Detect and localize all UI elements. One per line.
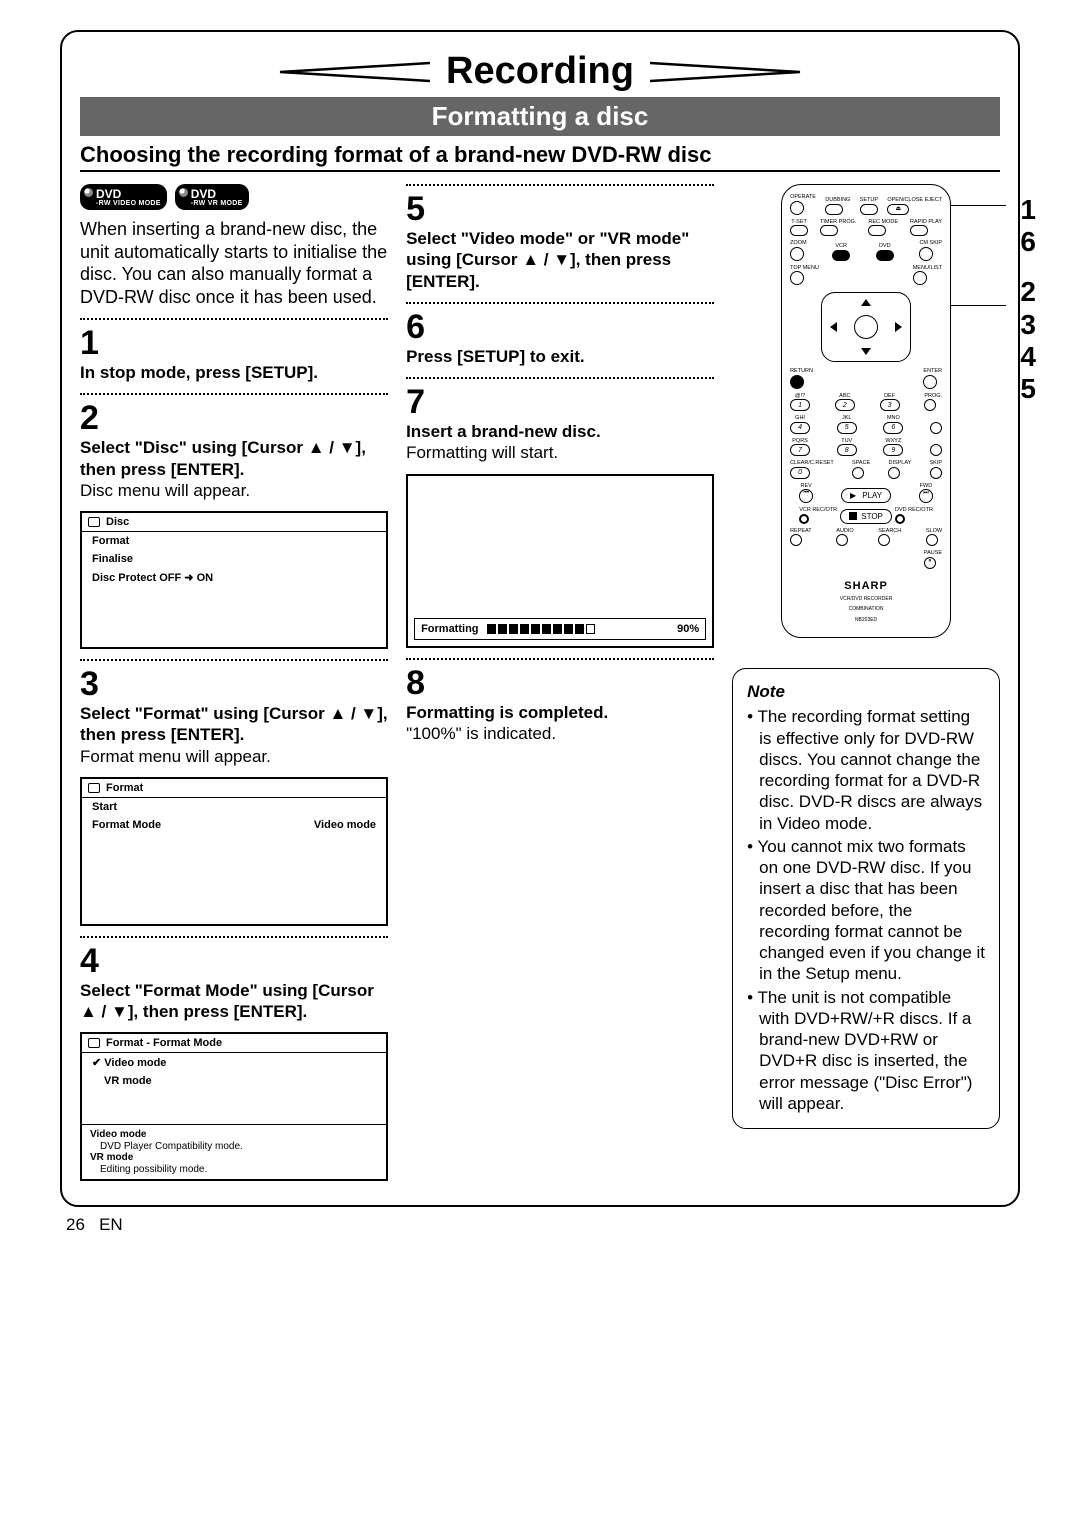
- section-banner: Formatting a disc: [80, 97, 1000, 136]
- remote-callouts: 1 6 2 3 4 5: [1020, 194, 1036, 405]
- content-columns: DVD -RW VIDEO MODE DVD -RW VR MODE When …: [80, 184, 1000, 1181]
- chevron-right-icon: [648, 59, 808, 85]
- note-item: The recording format setting is effectiv…: [747, 706, 985, 834]
- osd-item: Format: [82, 532, 386, 550]
- step-4-num: 4: [80, 944, 388, 978]
- play-button-icon: ▶ PLAY: [841, 488, 891, 503]
- format-menu-osd: Format Start Format ModeVideo mode: [80, 777, 388, 926]
- osd-item: Finalise: [82, 550, 386, 568]
- remote-diagram: 1 6 2 3 4 5 OPERATE DUBBING SETUP OPEN/C…: [732, 184, 1000, 638]
- step-2: Select "Disc" using [Cursor ▲ / ▼], then…: [80, 437, 388, 480]
- progress-label: Formatting: [421, 623, 478, 635]
- disc-menu-osd: Disc Format Finalise Disc Protect OFF ➜ …: [80, 511, 388, 649]
- remote-control-icon: OPERATE DUBBING SETUP OPEN/CLOSE EJECT⏏ …: [781, 184, 951, 638]
- step-7-text: Formatting will start.: [406, 442, 714, 463]
- step-8: Formatting is completed.: [406, 702, 714, 723]
- column-right: 1 6 2 3 4 5 OPERATE DUBBING SETUP OPEN/C…: [732, 184, 1000, 1181]
- step-6: Press [SETUP] to exit.: [406, 346, 714, 367]
- step-5: Select "Video mode" or "VR mode" using […: [406, 228, 714, 292]
- progress-bar: [487, 624, 670, 634]
- note-item: You cannot mix two formats on one DVD-RW…: [747, 836, 985, 985]
- step-3: Select "Format" using [Cursor ▲ / ▼], th…: [80, 703, 388, 746]
- dvd-rw-vr-badge: DVD -RW VR MODE: [175, 184, 249, 210]
- osd-item: VR mode: [82, 1072, 386, 1090]
- format-mode-osd: Format - Format Mode Video mode VR mode …: [80, 1032, 388, 1181]
- column-left: DVD -RW VIDEO MODE DVD -RW VR MODE When …: [80, 184, 388, 1181]
- osd-item: Disc Protect OFF ➜ ON: [82, 568, 386, 587]
- progress-pct: 90%: [677, 623, 699, 635]
- osd-footer: Video mode DVD Player Compatibility mode…: [82, 1124, 386, 1179]
- step-6-num: 6: [406, 310, 714, 344]
- step-3-num: 3: [80, 667, 388, 701]
- osd-row: Format ModeVideo mode: [82, 816, 386, 834]
- step-5-num: 5: [406, 192, 714, 226]
- dvd-rw-video-badge: DVD -RW VIDEO MODE: [80, 184, 167, 210]
- chevron-left-icon: [272, 59, 432, 85]
- remote-brand: SHARP: [844, 580, 888, 592]
- intro-text: When inserting a brand-new disc, the uni…: [80, 218, 388, 308]
- note-heading: Note: [747, 681, 985, 702]
- column-middle: 5 Select "Video mode" or "VR mode" using…: [406, 184, 714, 1181]
- step-2-text: Disc menu will appear.: [80, 480, 388, 501]
- stop-button-icon: STOP: [840, 509, 892, 524]
- tv-icon: [88, 783, 100, 793]
- step-4: Select "Format Mode" using [Cursor ▲ / ▼…: [80, 980, 388, 1023]
- tv-icon: [88, 1038, 100, 1048]
- header-title-row: Recording: [80, 50, 1000, 93]
- step-8-text: "100%" is indicated.: [406, 723, 714, 744]
- step-8-num: 8: [406, 666, 714, 700]
- note-box: Note The recording format setting is eff…: [732, 668, 1000, 1129]
- page-title: Recording: [432, 50, 648, 93]
- osd-row: Start: [82, 798, 386, 816]
- page-footer: 26 EN: [60, 1207, 1020, 1235]
- step-7-num: 7: [406, 385, 714, 419]
- page-frame: Recording Formatting a disc Choosing the…: [60, 30, 1020, 1207]
- step-7: Insert a brand-new disc.: [406, 421, 714, 442]
- note-item: The unit is not compatible with DVD+RW/+…: [747, 987, 985, 1115]
- osd-item-selected: Video mode: [82, 1053, 386, 1072]
- step-2-num: 2: [80, 401, 388, 435]
- step-1: In stop mode, press [SETUP].: [80, 362, 388, 383]
- formatting-progress-osd: Formatting 90%: [406, 474, 714, 648]
- tv-icon: [88, 517, 100, 527]
- dpad-icon: [821, 292, 911, 362]
- step-1-num: 1: [80, 326, 388, 360]
- step-3-text: Format menu will appear.: [80, 746, 388, 767]
- disc-badges: DVD -RW VIDEO MODE DVD -RW VR MODE: [80, 184, 388, 210]
- section-subheading: Choosing the recording format of a brand…: [80, 142, 1000, 172]
